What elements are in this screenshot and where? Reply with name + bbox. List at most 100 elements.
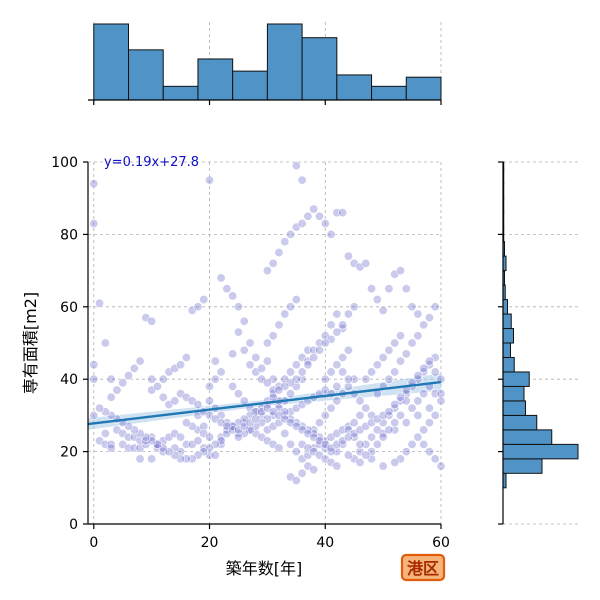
data-point bbox=[297, 352, 307, 362]
data-point bbox=[257, 418, 267, 428]
data-point bbox=[106, 439, 116, 449]
x-axis-title: 築年数[年] bbox=[226, 559, 303, 578]
data-point bbox=[349, 454, 359, 464]
data-point bbox=[401, 284, 411, 294]
data-point bbox=[326, 367, 336, 377]
data-point bbox=[367, 432, 377, 442]
data-point bbox=[147, 454, 157, 464]
data-point bbox=[390, 367, 400, 377]
data-point bbox=[268, 421, 278, 431]
data-point bbox=[314, 450, 324, 460]
data-point bbox=[286, 439, 296, 449]
data-point bbox=[343, 374, 353, 384]
data-point bbox=[257, 374, 267, 384]
data-point bbox=[430, 302, 440, 312]
data-point bbox=[112, 385, 122, 395]
data-point bbox=[268, 389, 278, 399]
data-point bbox=[384, 407, 394, 417]
data-point bbox=[390, 400, 400, 410]
data-point bbox=[170, 443, 180, 453]
top-hist-bar bbox=[197, 58, 234, 101]
y-tick-label: 20 bbox=[60, 445, 78, 461]
data-point bbox=[355, 396, 365, 406]
data-point bbox=[251, 367, 261, 377]
data-point bbox=[338, 352, 348, 362]
data-point bbox=[349, 418, 359, 428]
data-point bbox=[332, 381, 342, 391]
data-point bbox=[320, 219, 330, 229]
data-point bbox=[343, 432, 353, 442]
data-point bbox=[245, 360, 255, 370]
top-hist-bar bbox=[336, 74, 373, 101]
data-point bbox=[367, 410, 377, 420]
data-point bbox=[164, 432, 174, 442]
data-point bbox=[320, 439, 330, 449]
data-point bbox=[309, 465, 319, 475]
data-point bbox=[401, 447, 411, 457]
data-point bbox=[228, 291, 238, 301]
data-point bbox=[106, 392, 116, 402]
data-point bbox=[413, 331, 423, 341]
data-point bbox=[372, 439, 382, 449]
data-point bbox=[303, 360, 313, 370]
top-hist-bar bbox=[405, 76, 442, 101]
axes: 0 20 40 60 0 20 40 60 80 100 bbox=[51, 155, 450, 551]
scatter-points bbox=[89, 161, 446, 486]
right-hist-bar bbox=[502, 313, 512, 330]
data-point bbox=[372, 414, 382, 424]
data-point bbox=[286, 378, 296, 388]
data-point bbox=[378, 410, 388, 420]
data-point bbox=[170, 450, 180, 460]
data-point bbox=[320, 385, 330, 395]
top-hist-bar bbox=[266, 23, 303, 101]
data-point bbox=[262, 414, 272, 424]
right-hist-bar bbox=[502, 328, 514, 344]
data-point bbox=[262, 338, 272, 348]
data-point bbox=[135, 443, 145, 453]
data-point bbox=[372, 295, 382, 305]
data-point bbox=[413, 432, 423, 442]
data-point bbox=[205, 396, 215, 406]
data-point bbox=[436, 461, 446, 471]
data-point bbox=[390, 269, 400, 279]
data-point bbox=[181, 352, 191, 362]
data-point bbox=[291, 295, 301, 305]
data-point bbox=[367, 284, 377, 294]
data-point bbox=[384, 284, 394, 294]
y-tick-label: 80 bbox=[60, 227, 78, 243]
data-point bbox=[222, 428, 232, 438]
data-point bbox=[262, 378, 272, 388]
data-point bbox=[309, 352, 319, 362]
data-point bbox=[355, 447, 365, 457]
data-point bbox=[361, 374, 371, 384]
data-point bbox=[262, 266, 272, 276]
data-point bbox=[309, 432, 319, 442]
right-hist-bar bbox=[502, 429, 553, 445]
data-point bbox=[413, 371, 423, 381]
data-point bbox=[245, 418, 255, 428]
area-badge: 港区 bbox=[400, 553, 446, 582]
data-point bbox=[129, 363, 139, 373]
data-point bbox=[291, 222, 301, 232]
data-point bbox=[205, 432, 215, 442]
data-point bbox=[268, 374, 278, 384]
data-point bbox=[245, 410, 255, 420]
data-point bbox=[367, 454, 377, 464]
data-point bbox=[262, 436, 272, 446]
data-point bbox=[257, 363, 267, 373]
data-point bbox=[286, 302, 296, 312]
data-point bbox=[291, 360, 301, 370]
data-point bbox=[430, 352, 440, 362]
data-point bbox=[419, 389, 429, 399]
data-point bbox=[286, 418, 296, 428]
data-point bbox=[297, 425, 307, 435]
data-point bbox=[216, 367, 226, 377]
data-point bbox=[147, 436, 157, 446]
data-point bbox=[413, 410, 423, 420]
data-point bbox=[395, 356, 405, 366]
data-point bbox=[338, 320, 348, 330]
data-point bbox=[436, 396, 446, 406]
data-point bbox=[187, 305, 197, 315]
data-point bbox=[199, 428, 209, 438]
data-point bbox=[297, 468, 307, 478]
